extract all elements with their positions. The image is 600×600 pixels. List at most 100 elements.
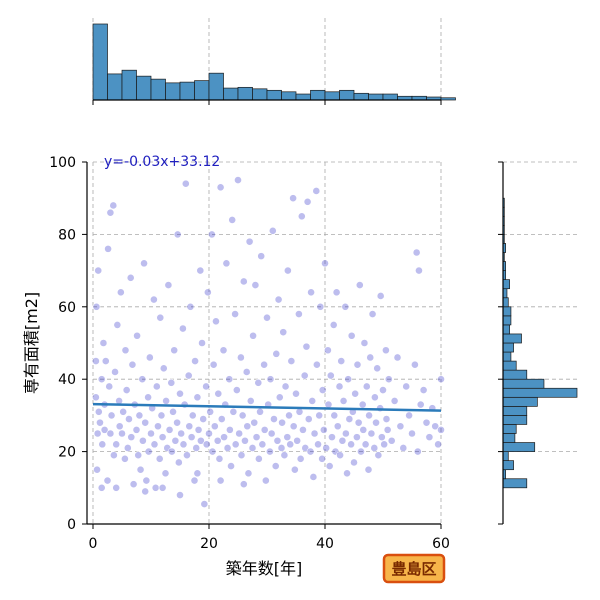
scatter-point — [257, 252, 266, 261]
scatter-point — [307, 288, 315, 297]
scatter-point — [128, 360, 137, 369]
main-grid — [92, 161, 442, 525]
scatter-point — [254, 378, 263, 387]
scatter-point — [109, 451, 118, 460]
scatter-point — [165, 425, 174, 434]
y-tick-label: 20 — [58, 445, 76, 461]
scatter-point — [367, 429, 376, 438]
scatter-point — [322, 444, 331, 452]
top-histogram-bar — [339, 89, 355, 101]
scatter-point — [94, 266, 103, 275]
scatter-point — [368, 310, 377, 318]
right-histogram-bar — [502, 442, 536, 452]
scatter-point — [312, 187, 321, 195]
scatter-point — [94, 407, 103, 416]
scatter-point — [248, 444, 257, 452]
scatter-point — [326, 371, 335, 380]
scatter-point — [379, 386, 387, 394]
scatter-point — [280, 451, 289, 460]
scatter-point — [138, 375, 147, 384]
scatter-point — [270, 415, 278, 423]
scatter-point — [208, 447, 217, 456]
scatter-point — [347, 440, 355, 449]
x-tick-label: 60 — [432, 536, 450, 552]
scatter-point — [187, 433, 196, 442]
scatter-point — [415, 266, 423, 275]
regression-equation: y=-0.03x+33.12 — [104, 154, 220, 170]
scatter-point — [241, 436, 249, 445]
scatter-point — [97, 483, 106, 492]
scatter-point — [299, 425, 307, 434]
scatter-point — [113, 320, 122, 329]
right-histogram-bar — [502, 415, 528, 425]
scatter-point — [252, 433, 261, 442]
scatter-point — [343, 469, 351, 478]
scatter-point — [272, 349, 281, 358]
scatter-point — [330, 411, 339, 420]
scatter-point — [125, 415, 133, 423]
top-histogram-bar — [324, 91, 340, 101]
scatter-point — [104, 244, 112, 253]
top-marginal-histogram — [92, 18, 456, 105]
ward-badge-box — [382, 553, 446, 584]
scatter-point — [344, 375, 353, 384]
scatter-point — [203, 288, 212, 297]
scatter-points — [92, 176, 445, 508]
right-histogram-bar — [502, 279, 510, 290]
scatter-point — [325, 462, 334, 470]
scatter-point — [290, 465, 299, 474]
scatter-point — [173, 230, 182, 239]
x-axis-ticks: 0 20 40 60 — [89, 524, 450, 552]
scatter-point — [256, 407, 264, 416]
right-histogram-bar — [502, 433, 516, 443]
scatter-point — [141, 487, 150, 496]
scatter-point — [149, 295, 158, 304]
top-histogram-bar — [281, 91, 297, 101]
scatter-point — [176, 389, 184, 398]
scatter-point — [209, 360, 218, 369]
scatter-point — [99, 339, 108, 347]
y-tick-label: 60 — [58, 300, 76, 316]
scatter-point — [408, 429, 416, 438]
scatter-point — [318, 386, 327, 394]
scatter-point — [179, 440, 188, 449]
top-histogram-bars — [92, 23, 456, 101]
scatter-point — [228, 216, 237, 224]
scatter-point — [213, 436, 222, 445]
scatter-point — [292, 389, 300, 398]
main-scatter-axes: 0 20 40 60 0 20 40 60 80 100 y=-0.03x+33.12 築年数[… — [22, 154, 450, 578]
ward-badge-label: 豊島区 — [391, 560, 436, 578]
scatter-point — [431, 422, 440, 431]
scatter-point — [289, 422, 298, 431]
scatter-point — [261, 476, 270, 485]
scatter-point — [237, 451, 246, 460]
scatter-point — [312, 360, 321, 369]
scatter-point — [220, 433, 228, 442]
scatter-point — [242, 368, 251, 376]
scatter-point — [236, 353, 245, 362]
right-histogram-bar — [502, 406, 528, 416]
scatter-point — [306, 447, 315, 456]
scatter-point — [323, 346, 332, 355]
scatter-point — [116, 288, 125, 297]
scatter-point — [310, 429, 319, 438]
scatter-point — [273, 436, 282, 445]
right-histogram-bar — [502, 424, 517, 434]
scatter-point — [229, 407, 238, 416]
scatter-point — [235, 429, 244, 438]
scatter-point — [129, 480, 138, 489]
scatter-point — [98, 440, 107, 449]
x-tick-label: 0 — [89, 536, 98, 552]
scatter-point — [191, 357, 199, 365]
scatter-point — [265, 447, 274, 456]
scatter-point — [109, 201, 118, 210]
scatter-point — [283, 266, 292, 275]
top-histogram-bar — [382, 93, 398, 101]
top-histogram-bar — [237, 86, 253, 101]
right-histogram-bar — [502, 333, 522, 344]
scatter-point — [198, 339, 206, 347]
scatter-point — [121, 454, 129, 463]
scatter-point — [361, 440, 370, 449]
scatter-point — [159, 364, 168, 373]
